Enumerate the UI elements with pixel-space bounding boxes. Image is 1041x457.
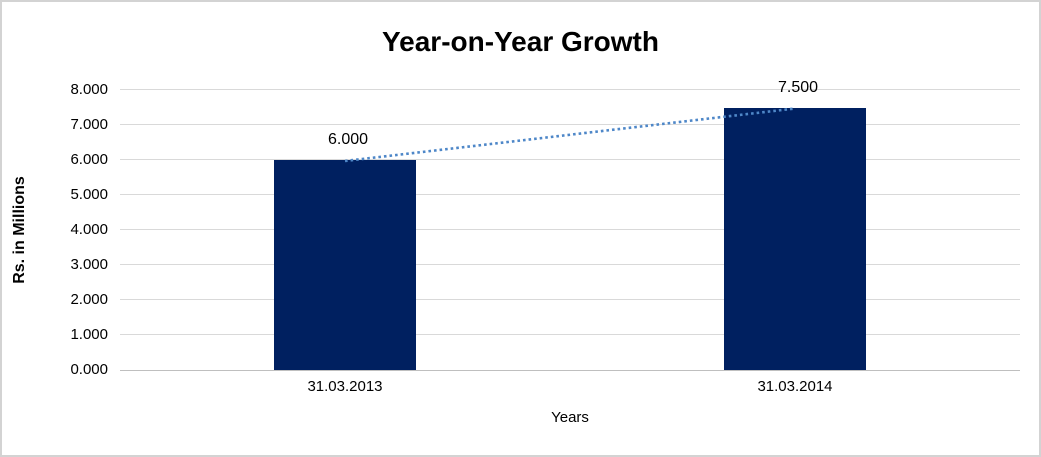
y-tick-label: 0.000 <box>70 361 108 378</box>
bar-31.03.2013 <box>274 160 416 370</box>
data-label: 7.500 <box>777 78 819 96</box>
x-tick-label: 31.03.2013 <box>307 378 383 395</box>
gridline <box>120 194 1020 195</box>
gridline <box>120 264 1020 265</box>
y-tick-label: 6.000 <box>70 151 108 168</box>
y-tick-label: 3.000 <box>70 256 108 273</box>
y-tick-label: 5.000 <box>70 186 108 203</box>
trendline-dotted <box>344 107 796 163</box>
y-tick-label: 8.000 <box>70 81 108 98</box>
y-tick-label: 4.000 <box>70 221 108 238</box>
x-axis-tick-labels: 31.03.2013 31.03.2014 <box>120 378 1020 398</box>
y-tick-label: 2.000 <box>70 291 108 308</box>
y-tick-label: 7.000 <box>70 116 108 133</box>
gridline <box>120 124 1020 125</box>
x-axis-line <box>120 370 1020 371</box>
y-tick-label: 1.000 <box>70 326 108 343</box>
bar-31.03.2014 <box>724 107 866 370</box>
gridline <box>120 334 1020 335</box>
chart-title: Year-on-Year Growth <box>382 26 659 57</box>
x-tick-label: 31.03.2014 <box>757 378 833 395</box>
data-label: 6.000 <box>327 131 369 148</box>
plot-area: 6.000 7.500 <box>120 79 1020 371</box>
gridline <box>120 229 1020 230</box>
x-axis-title: Years <box>551 409 589 426</box>
gridline <box>120 159 1020 160</box>
gridline <box>120 89 1020 90</box>
gridline <box>120 299 1020 300</box>
y-axis-tick-labels: 0.000 1.000 2.000 3.000 4.000 5.000 6.000 7.000… <box>2 81 108 378</box>
